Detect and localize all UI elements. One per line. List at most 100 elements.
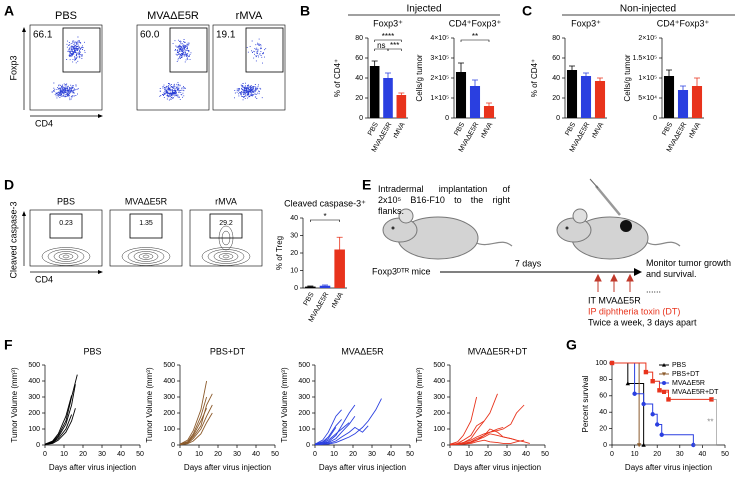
y-tick-label: 0 bbox=[36, 442, 40, 449]
y-tick-label: 20 bbox=[290, 250, 298, 257]
y-axis-label: Cells/g tumor bbox=[623, 54, 632, 101]
panel-header: Injected bbox=[406, 4, 441, 15]
flow-title: rMVA bbox=[236, 10, 263, 22]
y-tick-label: 300 bbox=[298, 394, 310, 401]
treatment: IT MVAΔE5R bbox=[588, 295, 641, 305]
contour bbox=[58, 253, 74, 260]
survival-marker bbox=[659, 432, 664, 437]
y-tick-label: 300 bbox=[163, 394, 175, 401]
bar bbox=[663, 76, 675, 118]
y-tick-label: 0 bbox=[306, 442, 310, 449]
flow-title: MVAΔE5R bbox=[147, 10, 199, 22]
bar bbox=[369, 66, 380, 118]
flow-axis-arrowhead bbox=[98, 114, 103, 118]
x-tick-label: 50 bbox=[271, 451, 279, 458]
x-tick-label: PBS bbox=[661, 121, 674, 137]
flow-events bbox=[234, 38, 267, 101]
bar bbox=[691, 86, 703, 118]
y-tick-label: 0 bbox=[653, 115, 657, 122]
flow-events bbox=[51, 36, 86, 101]
y-tick-label: 20 bbox=[599, 425, 607, 432]
y-axis-label: Cells/g tumor bbox=[415, 54, 424, 101]
panel-label: A bbox=[4, 3, 14, 19]
y-tick-label: 0 bbox=[171, 442, 175, 449]
gate bbox=[62, 27, 101, 73]
contour bbox=[47, 249, 85, 264]
continuation: ...... bbox=[646, 284, 661, 294]
tumor-growth-line bbox=[44, 414, 73, 445]
y-axis-label: % of CD4⁺ bbox=[530, 59, 539, 97]
panel-label: B bbox=[300, 3, 310, 19]
chart-title: CD4⁺Foxp3⁺ bbox=[657, 18, 710, 28]
x-tick-label: 40 bbox=[387, 451, 395, 458]
x-tick-label: 0 bbox=[43, 451, 47, 458]
bar bbox=[580, 76, 592, 118]
y-tick-label: 60 bbox=[599, 393, 607, 400]
tumor-growth-line bbox=[449, 404, 525, 446]
gate-percent: 0.23 bbox=[59, 220, 73, 227]
x-tick-label: 10 bbox=[195, 451, 203, 458]
bar bbox=[305, 286, 316, 288]
significance-label: ** bbox=[472, 32, 478, 41]
bar bbox=[396, 95, 407, 118]
significance-label: ns bbox=[377, 41, 385, 50]
y-tick-label: 40 bbox=[599, 409, 607, 416]
y-axis-label: Tumor Volume (mm³) bbox=[10, 367, 19, 443]
x-tick-label: 0 bbox=[313, 451, 317, 458]
bar bbox=[483, 106, 495, 118]
y-tick-label: 400 bbox=[163, 378, 175, 385]
x-axis-label: Days after virus injection bbox=[49, 463, 136, 472]
y-tick-label: 200 bbox=[163, 410, 175, 417]
x-tick-label: 0 bbox=[178, 451, 182, 458]
contour bbox=[121, 247, 171, 266]
tumor-growth-line bbox=[314, 409, 342, 445]
flow-frame bbox=[136, 24, 210, 111]
y-tick-label: 5×10⁴ bbox=[638, 95, 657, 102]
y-tick-label: 100 bbox=[595, 360, 607, 367]
flow-frame bbox=[29, 209, 103, 267]
timeline-arrowhead bbox=[634, 268, 642, 276]
bar bbox=[455, 72, 467, 118]
x-axis-label: Days after virus injection bbox=[319, 463, 406, 472]
flow-y-label: Foxp3 bbox=[8, 55, 18, 80]
chart-title: Cleaved caspase-3⁺ bbox=[284, 198, 366, 208]
survival-marker bbox=[632, 391, 637, 396]
tumor-growth-line bbox=[44, 384, 76, 445]
survival-marker bbox=[650, 379, 655, 384]
survival-marker bbox=[657, 388, 662, 393]
contour bbox=[133, 251, 159, 262]
y-tick-label: 10 bbox=[290, 267, 298, 274]
legend-label: PBS+DT bbox=[672, 371, 700, 378]
gate-percent: 60.0 bbox=[140, 30, 160, 41]
x-tick-label: 40 bbox=[117, 451, 125, 458]
y-tick-label: 40 bbox=[290, 215, 298, 222]
x-tick-label: 10 bbox=[465, 451, 473, 458]
y-tick-label: 0 bbox=[441, 442, 445, 449]
error-bar bbox=[680, 85, 686, 90]
error-bar bbox=[322, 284, 328, 286]
y-tick-label: 4×10⁵ bbox=[430, 35, 449, 42]
tumor-growth-line bbox=[179, 412, 213, 446]
significance-bracket bbox=[310, 219, 340, 222]
chart-title: MVAΔE5R bbox=[341, 346, 384, 356]
chart-title: PBS bbox=[83, 346, 101, 356]
panel-label: F bbox=[4, 337, 13, 353]
gate-percent: 66.1 bbox=[33, 30, 53, 41]
gate-percent: 19.1 bbox=[216, 30, 236, 41]
y-tick-label: 400 bbox=[433, 378, 445, 385]
y-tick-label: 3×10⁵ bbox=[430, 55, 449, 62]
contour bbox=[53, 251, 79, 262]
panel-label: D bbox=[4, 177, 14, 193]
tumor-growth-line bbox=[314, 427, 337, 445]
gate bbox=[49, 213, 83, 239]
flow-y-label: Cleaved caspase-3 bbox=[8, 201, 18, 278]
y-tick-label: 400 bbox=[298, 378, 310, 385]
x-tick-label: 20 bbox=[214, 451, 222, 458]
x-axis-label: Days after virus injection bbox=[454, 463, 541, 472]
tumor-growth-line bbox=[179, 393, 213, 445]
y-tick-label: 100 bbox=[433, 426, 445, 433]
tumor-growth-line bbox=[44, 395, 73, 445]
monitor-text: Monitor tumor growth and survival. bbox=[646, 258, 732, 279]
